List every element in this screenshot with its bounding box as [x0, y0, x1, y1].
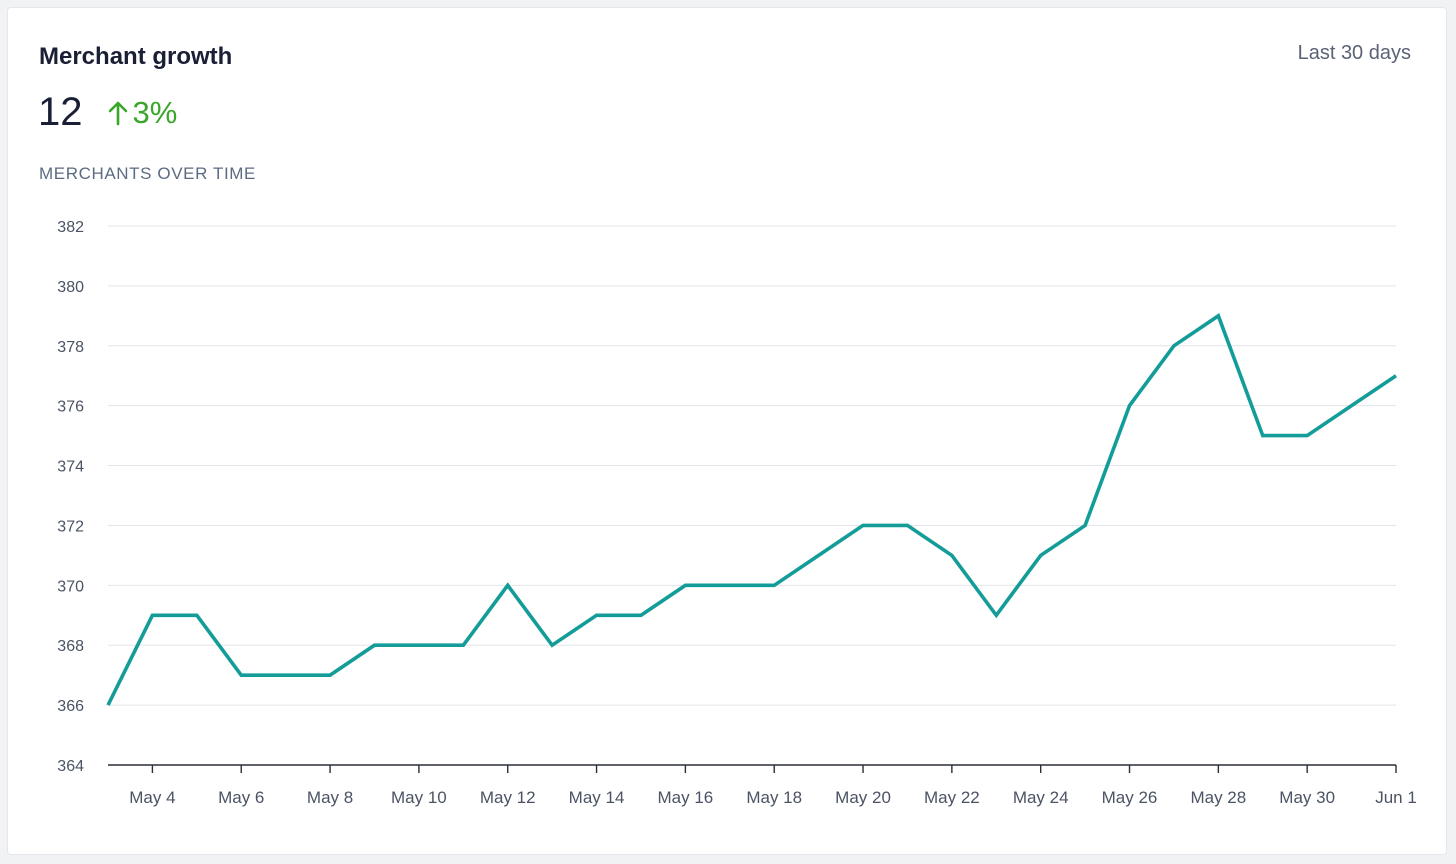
x-tick-label: May 4 — [129, 788, 175, 807]
x-tick-label: May 28 — [1190, 788, 1246, 807]
chart-subtitle: MERCHANTS OVER TIME — [39, 164, 256, 183]
x-tick-label: May 30 — [1279, 788, 1335, 807]
x-tick-label: May 16 — [658, 788, 714, 807]
metric-row: 12 3% — [38, 90, 177, 135]
x-axis: May 4 May 6 May 8 May 10 May 12 May 14 May 16 M… — [108, 764, 1417, 807]
y-tick-label: 374 — [57, 459, 84, 476]
x-tick-label: May 24 — [1013, 788, 1069, 807]
delta-value: 3% — [132, 94, 178, 130]
grid-lines — [108, 225, 1396, 706]
x-tick-label: May 26 — [1102, 788, 1158, 807]
delta-badge: 3% — [107, 94, 178, 131]
y-tick-label: 382 — [57, 219, 84, 236]
x-tick-label: May 12 — [480, 788, 536, 807]
card-title: Merchant growth — [39, 43, 233, 70]
x-tick-label: May 14 — [569, 788, 625, 807]
y-tick-label: 378 — [57, 339, 84, 356]
x-tick-label: May 6 — [218, 788, 264, 807]
arrow-up-icon — [108, 101, 127, 125]
metric-value: 12 — [38, 90, 83, 134]
y-tick-label: 368 — [57, 638, 84, 655]
x-tick-label: Jun 1 — [1375, 788, 1417, 807]
merchant-growth-card: Merchant growth Last 30 days 12 3% MERCH… — [7, 7, 1447, 855]
y-tick-label: 380 — [57, 279, 84, 296]
x-tick-label: May 18 — [746, 788, 802, 807]
x-tick-label: May 20 — [835, 788, 891, 807]
x-tick-label: May 22 — [924, 788, 980, 807]
y-tick-label: 376 — [57, 399, 84, 416]
y-axis-ticks: 364 366 368 370 372 374 376 378 380 382 — [57, 219, 84, 775]
series-layer — [106, 313, 1398, 706]
series-line-0 — [106, 313, 1398, 706]
y-tick-label: 372 — [57, 518, 84, 535]
y-tick-label: 364 — [57, 758, 84, 775]
x-tick-label: May 10 — [391, 788, 447, 807]
date-range-selector[interactable]: Last 30 days — [1297, 42, 1411, 64]
y-tick-label: 366 — [57, 698, 84, 715]
x-tick-label: May 8 — [307, 788, 353, 807]
y-tick-label: 370 — [57, 578, 84, 595]
